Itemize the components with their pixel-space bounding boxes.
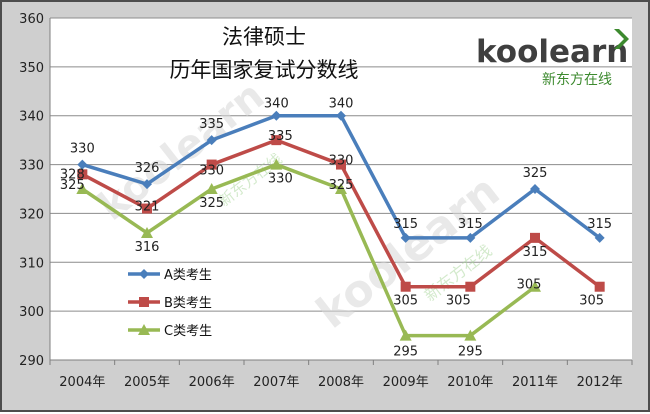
y-tick-label: 340 xyxy=(19,110,44,125)
legend: A类考生 B类考生 C类考生 xyxy=(128,268,212,339)
data-label: 321 xyxy=(135,200,160,215)
x-tick-label: 2004年 xyxy=(59,375,105,390)
data-label: 315 xyxy=(393,217,418,232)
data-label: 316 xyxy=(135,240,160,255)
data-label: 325 xyxy=(199,196,224,211)
x-tick-label: 2010年 xyxy=(447,375,493,390)
data-point xyxy=(271,110,282,121)
data-label: 325 xyxy=(329,178,354,193)
series-1 xyxy=(77,110,605,243)
data-label: 305 xyxy=(393,294,418,309)
data-point xyxy=(336,110,346,121)
data-point xyxy=(206,159,217,170)
y-tick-label: 330 xyxy=(19,159,44,174)
chevron-icon xyxy=(614,29,629,49)
legend-item: C类考生 xyxy=(128,324,212,339)
legend-item: B类考生 xyxy=(128,296,212,311)
data-label: 305 xyxy=(579,294,604,309)
series-3 xyxy=(76,158,541,341)
y-tick-label: 320 xyxy=(19,207,44,222)
x-tick-label: 2006年 xyxy=(189,375,235,390)
brand-logo-subtext: 新东方在线 xyxy=(542,72,612,88)
data-point xyxy=(142,203,152,214)
data-labels: 330 326 335 340 340 315 315 325 315 328 321 330 335 3… xyxy=(60,97,612,360)
data-label: 330 xyxy=(329,154,354,169)
series-2 xyxy=(77,135,605,292)
data-label: 340 xyxy=(264,97,289,112)
data-point xyxy=(139,269,149,279)
data-point xyxy=(335,183,347,194)
data-label: 335 xyxy=(268,129,293,144)
data-point xyxy=(141,226,153,238)
data-point xyxy=(76,183,89,194)
legend-label: B类考生 xyxy=(164,296,212,311)
data-point xyxy=(530,184,540,194)
data-label: 335 xyxy=(199,117,224,132)
data-point xyxy=(400,232,411,243)
x-tick-label: 2007年 xyxy=(253,375,299,390)
data-point xyxy=(594,281,605,292)
legend-label: A类考生 xyxy=(164,268,212,283)
chart-title: 法律硕士 xyxy=(222,25,306,49)
data-label: 328 xyxy=(60,167,85,182)
data-point xyxy=(205,183,218,194)
x-tick-label: 2011年 xyxy=(512,375,558,390)
data-label: 330 xyxy=(268,172,293,187)
data-label: 330 xyxy=(199,164,224,179)
data-label: 340 xyxy=(329,97,354,112)
y-tick-label: 290 xyxy=(19,354,44,369)
x-tick-label: 2005年 xyxy=(124,375,170,390)
brand-logo-text: koolearn xyxy=(476,34,628,70)
legend-label: C类考生 xyxy=(164,324,212,339)
data-point xyxy=(400,281,411,292)
data-label: 315 xyxy=(458,217,483,232)
x-tick-label: 2012年 xyxy=(577,375,623,390)
chart-subtitle: 历年国家复试分数线 xyxy=(170,58,359,82)
data-label: 326 xyxy=(135,161,160,176)
data-point xyxy=(271,135,282,146)
y-tick-label: 360 xyxy=(19,12,44,27)
data-point xyxy=(594,232,605,243)
data-label: 330 xyxy=(70,142,95,157)
data-label: 305 xyxy=(517,278,542,293)
data-point xyxy=(138,324,150,335)
data-label: 325 xyxy=(60,178,85,193)
data-label: 295 xyxy=(458,345,483,360)
y-tick-label: 300 xyxy=(19,305,44,320)
data-point xyxy=(529,280,541,292)
data-label: 325 xyxy=(523,166,548,181)
data-point xyxy=(399,329,412,341)
data-point xyxy=(270,158,283,170)
series-line xyxy=(81,162,537,338)
x-tick-label: 2009年 xyxy=(383,375,429,390)
data-point xyxy=(77,159,88,170)
data-label: 295 xyxy=(393,345,418,360)
y-tick-label: 310 xyxy=(19,256,44,271)
data-point xyxy=(142,179,152,190)
data-label: 315 xyxy=(587,217,612,232)
x-tick-label: 2008年 xyxy=(318,375,364,390)
legend-item: A类考生 xyxy=(128,268,212,283)
data-label: 315 xyxy=(523,245,548,260)
data-point xyxy=(336,159,346,170)
data-label: 305 xyxy=(446,294,471,309)
series xyxy=(76,110,605,341)
data-point xyxy=(206,135,217,146)
brand-logo: koolearn 新东方在线 xyxy=(476,29,629,88)
axes: 290 300 310 320 330 340 350 360 2004年 2005年 2006年 2… xyxy=(19,12,633,390)
data-point xyxy=(139,297,149,307)
data-point xyxy=(465,281,476,292)
data-point xyxy=(77,169,88,180)
y-tick-label: 350 xyxy=(19,61,44,76)
data-point xyxy=(530,232,540,243)
data-point xyxy=(464,329,477,341)
data-point xyxy=(465,232,476,243)
